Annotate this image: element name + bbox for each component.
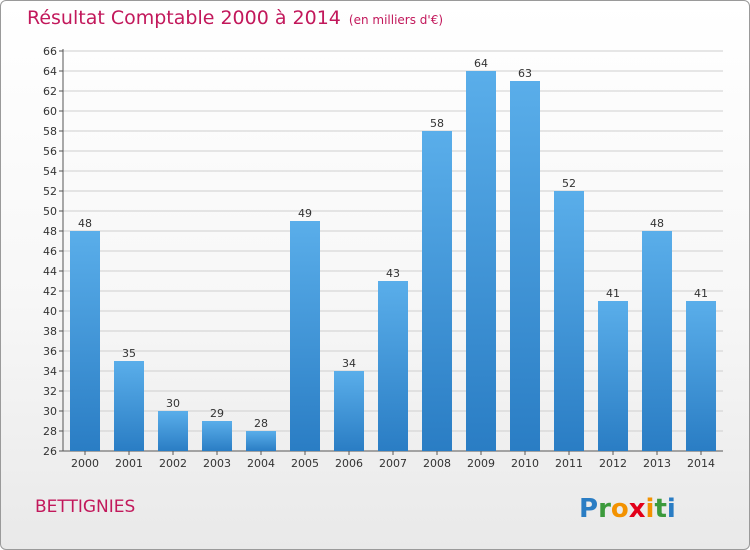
bar-2010: [510, 81, 540, 451]
data-label-2012: 41: [606, 287, 620, 300]
x-tick-label: 2005: [291, 457, 319, 470]
y-tick-label: 60: [43, 105, 57, 118]
x-tick-label: 2006: [335, 457, 363, 470]
chart-title: Résultat Comptable 2000 à 2014 (en millie…: [27, 7, 443, 29]
x-tick-label: 2010: [511, 457, 539, 470]
y-tick-label: 28: [43, 425, 57, 438]
x-tick-label: 2014: [687, 457, 715, 470]
bar-2006: [334, 371, 364, 451]
town-name: BETTIGNIES: [35, 497, 136, 517]
y-tick-label: 32: [43, 385, 57, 398]
y-tick-label: 50: [43, 205, 57, 218]
y-tick-label: 62: [43, 85, 57, 98]
bar-2004: [246, 431, 276, 451]
bar-2012: [598, 301, 628, 451]
y-tick-label: 40: [43, 305, 57, 318]
bar-2014: [686, 301, 716, 451]
chart-title-text: Résultat Comptable 2000 à 2014: [27, 7, 341, 29]
y-tick-label: 34: [43, 365, 57, 378]
data-label-2011: 52: [562, 177, 576, 190]
x-tick-label: 2012: [599, 457, 627, 470]
bar-2007: [378, 281, 408, 451]
bar-2013: [642, 231, 672, 451]
x-tick-label: 2008: [423, 457, 451, 470]
chart-subtitle: (en milliers d'€): [348, 13, 444, 27]
y-tick-label: 66: [43, 45, 57, 58]
y-tick-label: 54: [43, 165, 57, 178]
y-tick-label: 46: [43, 245, 57, 258]
y-tick-label: 44: [43, 265, 57, 278]
y-tick-label: 52: [43, 185, 57, 198]
data-label-2008: 58: [430, 117, 444, 130]
x-tick-label: 2001: [115, 457, 143, 470]
bar-2003: [202, 421, 232, 451]
y-tick-label: 64: [43, 65, 57, 78]
bar-2011: [554, 191, 584, 451]
y-tick-label: 58: [43, 125, 57, 138]
bar-2000: [70, 231, 100, 451]
data-label-2006: 34: [342, 357, 356, 370]
x-tick-label: 2007: [379, 457, 407, 470]
data-label-2000: 48: [78, 217, 92, 230]
label-layer: 48 35 30 29 28 49 34 43 58 64 63 52 41 48 41: [78, 57, 708, 430]
bar-layer: [70, 71, 716, 451]
data-label-2010: 63: [518, 67, 532, 80]
y-tick-label: 30: [43, 405, 57, 418]
data-label-2001: 35: [122, 347, 136, 360]
data-label-2009: 64: [474, 57, 488, 70]
data-label-2007: 43: [386, 267, 400, 280]
x-tick-label: 2013: [643, 457, 671, 470]
y-tick-label: 48: [43, 225, 57, 238]
bar-2001: [114, 361, 144, 451]
x-tick-label: 2004: [247, 457, 275, 470]
data-label-2004: 28: [254, 417, 268, 430]
y-tick-label: 26: [43, 445, 57, 458]
bar-2005: [290, 221, 320, 451]
y-tick-label: 38: [43, 325, 57, 338]
y-tick-label: 36: [43, 345, 57, 358]
x-tick-label: 2009: [467, 457, 495, 470]
data-label-2002: 30: [166, 397, 180, 410]
x-tick-label: 2003: [203, 457, 231, 470]
data-label-2014: 41: [694, 287, 708, 300]
proxiti-logo[interactable]: Proxiti: [577, 489, 697, 523]
y-tick-label: 56: [43, 145, 57, 158]
data-label-2005: 49: [298, 207, 312, 220]
data-label-2013: 48: [650, 217, 664, 230]
svg-text:Proxiti: Proxiti: [579, 494, 676, 523]
bar-2009: [466, 71, 496, 451]
data-label-2003: 29: [210, 407, 224, 420]
bar-2002: [158, 411, 188, 451]
bar-2008: [422, 131, 452, 451]
axis-layer: 26 28 30 32 34 36 38 40 42 44 46 48 50 52 54 56 58 60 62 64…: [43, 45, 723, 470]
y-tick-label: 42: [43, 285, 57, 298]
x-tick-label: 2000: [71, 457, 99, 470]
x-tick-label: 2011: [555, 457, 583, 470]
x-tick-label: 2002: [159, 457, 187, 470]
